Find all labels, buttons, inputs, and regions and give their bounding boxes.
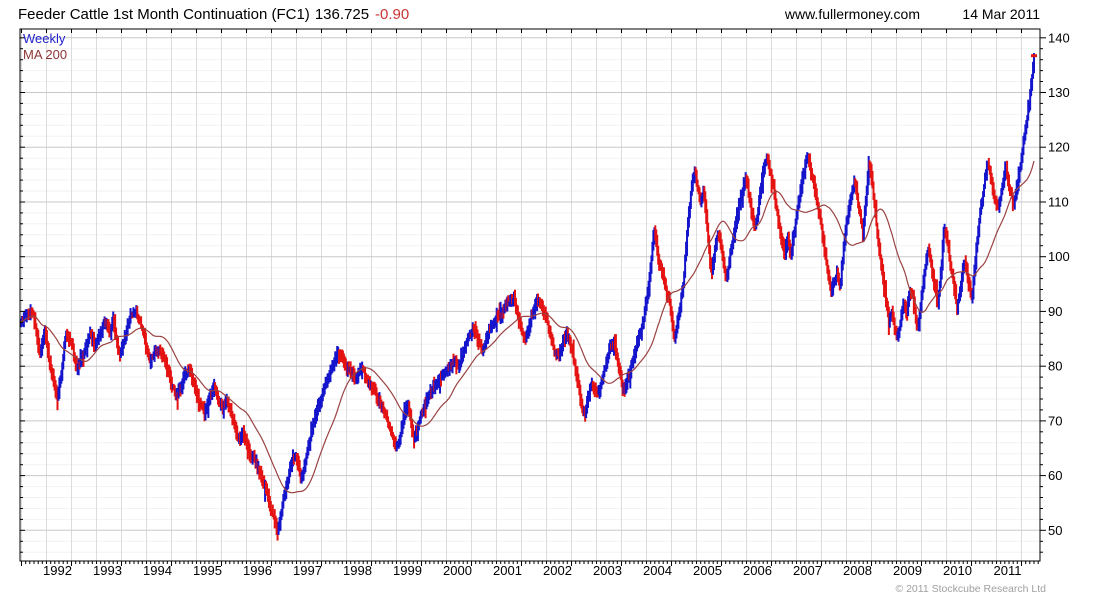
svg-text:1994: 1994	[143, 563, 172, 578]
svg-text:130: 130	[1048, 85, 1070, 100]
svg-text:2006: 2006	[743, 563, 772, 578]
legend-ma200-label: MA 200	[23, 47, 68, 62]
svg-text:80: 80	[1048, 359, 1062, 374]
svg-text:1999: 1999	[393, 563, 422, 578]
svg-text:1996: 1996	[243, 563, 272, 578]
svg-text:2002: 2002	[543, 563, 572, 578]
price-change: -0.90	[375, 6, 410, 23]
svg-text:1993: 1993	[93, 563, 122, 578]
svg-text:90: 90	[1048, 304, 1062, 319]
instrument-name: Feeder Cattle 1st Month Continuation (FC…	[18, 6, 310, 23]
legend-weekly-label: Weekly	[23, 31, 66, 46]
svg-text:2005: 2005	[693, 563, 722, 578]
svg-text:100: 100	[1048, 249, 1070, 264]
svg-text:2011: 2011	[994, 563, 1022, 578]
svg-text:2003: 2003	[593, 563, 622, 578]
svg-text:2004: 2004	[643, 563, 672, 578]
chart-title: Feeder Cattle 1st Month Continuation (FC…	[18, 6, 409, 23]
svg-text:120: 120	[1048, 140, 1070, 155]
last-price: 136.725	[314, 6, 370, 23]
svg-text:2009: 2009	[893, 563, 922, 578]
svg-text:2000: 2000	[443, 563, 472, 578]
svg-text:2007: 2007	[793, 563, 822, 578]
svg-text:1992: 1992	[43, 563, 72, 578]
svg-text:1997: 1997	[293, 563, 322, 578]
svg-text:140: 140	[1048, 30, 1070, 45]
svg-text:2008: 2008	[843, 563, 872, 578]
svg-text:1995: 1995	[193, 563, 222, 578]
chart-date: 14 Mar 2011	[962, 6, 1040, 22]
svg-text:2001: 2001	[493, 563, 522, 578]
title-bar: Feeder Cattle 1st Month Continuation (FC…	[0, 0, 1100, 28]
copyright-notice: © 2011 Stockcube Research Ltd	[895, 583, 1046, 595]
svg-text:60: 60	[1048, 468, 1062, 483]
svg-text:1998: 1998	[343, 563, 372, 578]
chart-legend: Weekly MA 200	[23, 31, 67, 63]
svg-text:50: 50	[1048, 523, 1062, 538]
svg-text:2010: 2010	[943, 563, 972, 578]
website-url: www.fullermoney.com	[784, 6, 920, 22]
svg-text:70: 70	[1048, 413, 1062, 428]
svg-text:110: 110	[1048, 195, 1069, 210]
